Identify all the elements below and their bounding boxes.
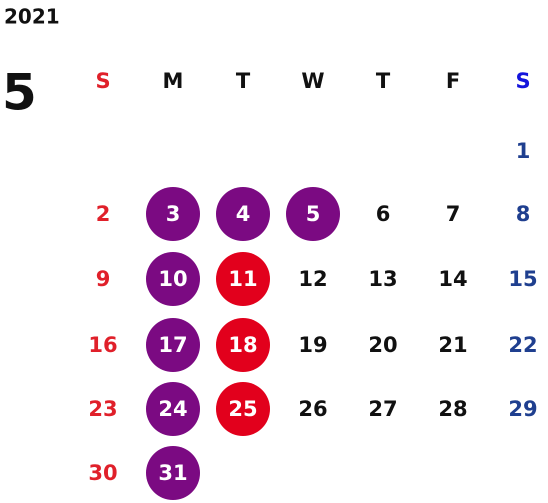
day-number: 25 [228,397,257,421]
day-highlight [216,382,270,436]
day-number: 14 [438,267,467,291]
day-number: 29 [508,397,537,421]
month: 5 [2,64,37,122]
day-highlight [216,318,270,372]
day-highlight [216,187,270,241]
day-number: 15 [508,267,537,291]
day-number: 13 [368,267,397,291]
day-number: 10 [158,267,187,291]
day-highlight [216,252,270,306]
weekday-label: W [301,69,324,93]
day-number: 24 [158,397,187,421]
day-number: 27 [368,397,397,421]
day-number: 28 [438,397,467,421]
weekday-label: F [446,69,460,93]
day-highlight [286,187,340,241]
day-number: 31 [158,461,187,485]
day-number: 16 [88,333,117,357]
day-number: 22 [508,333,537,357]
day-number: 18 [228,333,257,357]
day-number: 26 [298,397,327,421]
day-number: 20 [368,333,397,357]
weekday-label: S [95,69,110,93]
weekday-label: T [376,69,391,93]
weekday-label: M [163,69,184,93]
day-number: 11 [228,267,257,291]
day-highlight [146,318,200,372]
day-number: 9 [96,267,111,291]
day-highlight [146,187,200,241]
day-highlight [146,382,200,436]
day-number: 4 [236,202,251,226]
day-number: 23 [88,397,117,421]
weekday-label: S [515,69,530,93]
day-number: 6 [376,202,391,226]
day-number: 7 [446,202,461,226]
day-number: 1 [516,139,531,163]
day-number: 3 [166,202,181,226]
day-number: 17 [158,333,187,357]
day-number: 30 [88,461,117,485]
day-number: 8 [516,202,531,226]
day-number: 21 [438,333,467,357]
day-number: 2 [96,202,111,226]
day-number: 19 [298,333,327,357]
year: 2021 [4,5,60,29]
day-highlight [146,252,200,306]
day-highlight [146,446,200,500]
day-number: 5 [306,202,321,226]
weekday-label: T [236,69,251,93]
day-number: 12 [298,267,327,291]
